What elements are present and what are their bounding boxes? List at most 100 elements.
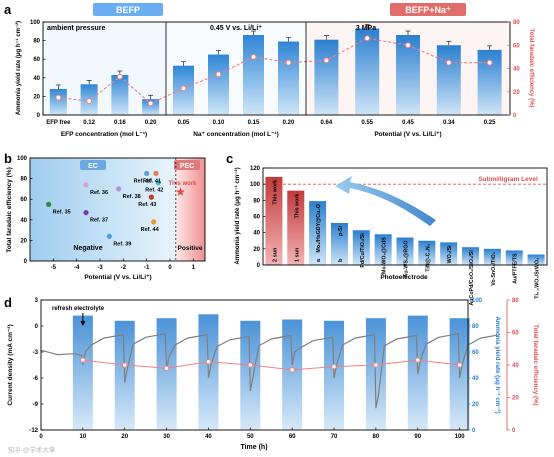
- panel-b-point: [83, 182, 89, 188]
- panel-b-point: [116, 186, 122, 192]
- panel-d-fe-point: [331, 363, 337, 370]
- panel-d-letter: d: [4, 295, 12, 310]
- panel-a-bar: [208, 54, 229, 115]
- panel-a-tick-label: 0.45: [402, 120, 414, 126]
- panel-d-bar: [156, 318, 177, 430]
- panel-b-point: [83, 209, 89, 216]
- panel-c-bar-label: Vo-SnO₂/TiO₂: [491, 251, 497, 286]
- panel-d-bar: [282, 319, 303, 430]
- panel-d-ytick-label: 3: [35, 298, 39, 304]
- panel-b-pec-tag: [174, 160, 200, 170]
- panel-b-frame: [29, 157, 206, 262]
- panel-b-xtick-label: -3: [97, 265, 103, 271]
- panel-a-bar: [111, 75, 129, 115]
- panel-b-ylabel: Total faradaic efficiency (%): [6, 167, 13, 253]
- panel-b-point: [151, 219, 157, 225]
- panel-b-xtick-label: 0: [168, 265, 172, 271]
- panel-a-letter: a: [4, 2, 12, 17]
- panel-a-tick-label: 0.12: [83, 120, 95, 126]
- panel-b-letter: b: [4, 151, 12, 166]
- watermark: 知乎 @学术大拿: [8, 445, 56, 454]
- panel-c-bar: [483, 248, 501, 265]
- text-layer: BEFP BEFP+Na⁺ ambient pressure 0.45 V vs. L…: [4, 2, 541, 454]
- panel-a-bar: [396, 35, 420, 115]
- panel-b-point-label: Ref. 43: [138, 202, 156, 208]
- panel-b-point-label: Ref. 40: [134, 178, 152, 184]
- panel-c-bar-label: Mo-WO₃@CdS: [382, 237, 388, 274]
- panel-b-xtick-label: 1: [192, 265, 196, 271]
- panel-a-annotation-potential: 0.45 V vs. Li/Li⁺: [210, 25, 262, 32]
- panel-a-fe-point: [250, 53, 257, 60]
- panel-d-xtick-label: 70: [331, 434, 338, 440]
- panel-a-bar: [278, 41, 299, 115]
- panel-a-fe-point: [486, 59, 493, 66]
- panel-a-ytick-label: 60: [33, 57, 40, 63]
- panel-d-y2tick-label: 40: [472, 376, 479, 382]
- panel-b-point-label: Ref. 42: [145, 188, 163, 194]
- panel-c-ytick-label: 120: [250, 166, 261, 172]
- panel-a-fe-point: [180, 85, 187, 92]
- panel-c-bar: [374, 234, 392, 265]
- panel-b-ec-tag: [80, 160, 106, 170]
- panel-a-xlabel-potential: Potential (V vs. Li/Li⁺): [374, 131, 441, 138]
- panel-c-bar: [396, 237, 414, 265]
- panel-a-fe-point: [364, 35, 371, 42]
- panel-b-xtick-label: -2: [121, 265, 127, 271]
- panel-a-tick-label: 0.15: [248, 120, 260, 126]
- panel-b-ytick-label: 20: [20, 238, 27, 244]
- panel-c-ylabel: Ammonia yield rate (μg h⁻¹ cm⁻²): [234, 167, 241, 264]
- panel-b-ec-region: [30, 158, 176, 261]
- panel-d-xtick-label: 80: [373, 434, 380, 440]
- panel-d-xtick-label: 20: [121, 434, 128, 440]
- panel-c-letter: c: [226, 151, 233, 166]
- panel-b-point: [106, 233, 112, 239]
- panel-d-fe-point: [80, 357, 86, 363]
- panel-a-tick-label: 0.20: [145, 120, 157, 126]
- panel-b-ytick-label: 80: [20, 177, 27, 183]
- panel-a-y2tick-label: 20: [513, 90, 520, 96]
- panel-a-ytick-label: 20: [33, 94, 40, 100]
- panel-a-y2tick-label: 40: [513, 67, 520, 73]
- panel-b-xtick-label: -4: [74, 265, 80, 271]
- panel-d-xtick-label: 50: [247, 434, 254, 440]
- panel-b-positive-label: Positive: [178, 245, 203, 252]
- panel-d-y2tick-label: 60: [472, 350, 479, 356]
- panel-b-point-label: This work: [168, 181, 197, 187]
- panel-c-bar-sublabel: 1 sun: [294, 247, 300, 262]
- panel-d-fe-point: [163, 365, 170, 371]
- panel-b-point: [144, 170, 150, 177]
- panel-a-y2tick-label: 60: [513, 43, 520, 49]
- panel-b-negative-label: Negative: [73, 245, 102, 252]
- panel-a-bar: [142, 99, 160, 115]
- panel-d-y3tick-label: 60: [512, 331, 519, 337]
- panel-a-bar: [49, 88, 67, 115]
- panel-d-bar: [365, 318, 386, 430]
- panel-b-point-label: Ref. 44: [141, 227, 160, 233]
- marks-layer: [40, 24, 547, 430]
- panel-a-fe-point: [215, 71, 222, 78]
- panel-d-current-trace: [40, 333, 500, 409]
- panel-c-xlabel: Photoelectrode: [380, 274, 428, 281]
- panel-a-tick-label: 0.20: [283, 120, 295, 126]
- panel-c-bar: [505, 250, 523, 265]
- panel-c-bar-sublabel: b: [338, 258, 344, 262]
- panel-d-y3tick-label: 20: [512, 396, 519, 402]
- panel-d-y2tick-label: 80: [472, 324, 479, 330]
- panel-a-tick-label: 0.55: [361, 120, 373, 126]
- panel-c-bar-label: Mo₂/HsGDY@Cu₂O: [316, 204, 322, 252]
- panel-c-ytick-label: 60: [253, 215, 260, 221]
- panel-c-ytick-label: 40: [253, 231, 260, 237]
- panel-c-bar-label: This work: [294, 194, 300, 219]
- panel-c-reference-label: Submilligram Level: [478, 176, 538, 183]
- panel-c-bar-label: Pd/Cu/TiO₂/Si: [360, 233, 366, 268]
- panel-c-bar-label: Ti₀.₅WO₃/SrWO₄: [535, 257, 541, 299]
- panel-b-ytick-label: 60: [20, 197, 27, 203]
- panel-d-xtick-label: 10: [80, 434, 87, 440]
- panel-d-fe-point: [373, 362, 379, 368]
- panel-a-fe-point: [55, 94, 62, 101]
- panel-d-annotation-arrowhead: [80, 321, 86, 326]
- panel-b-ec-label: EC: [88, 163, 98, 170]
- panel-a-y2tick-label: 0: [513, 113, 517, 119]
- panel-b-point: [153, 170, 159, 177]
